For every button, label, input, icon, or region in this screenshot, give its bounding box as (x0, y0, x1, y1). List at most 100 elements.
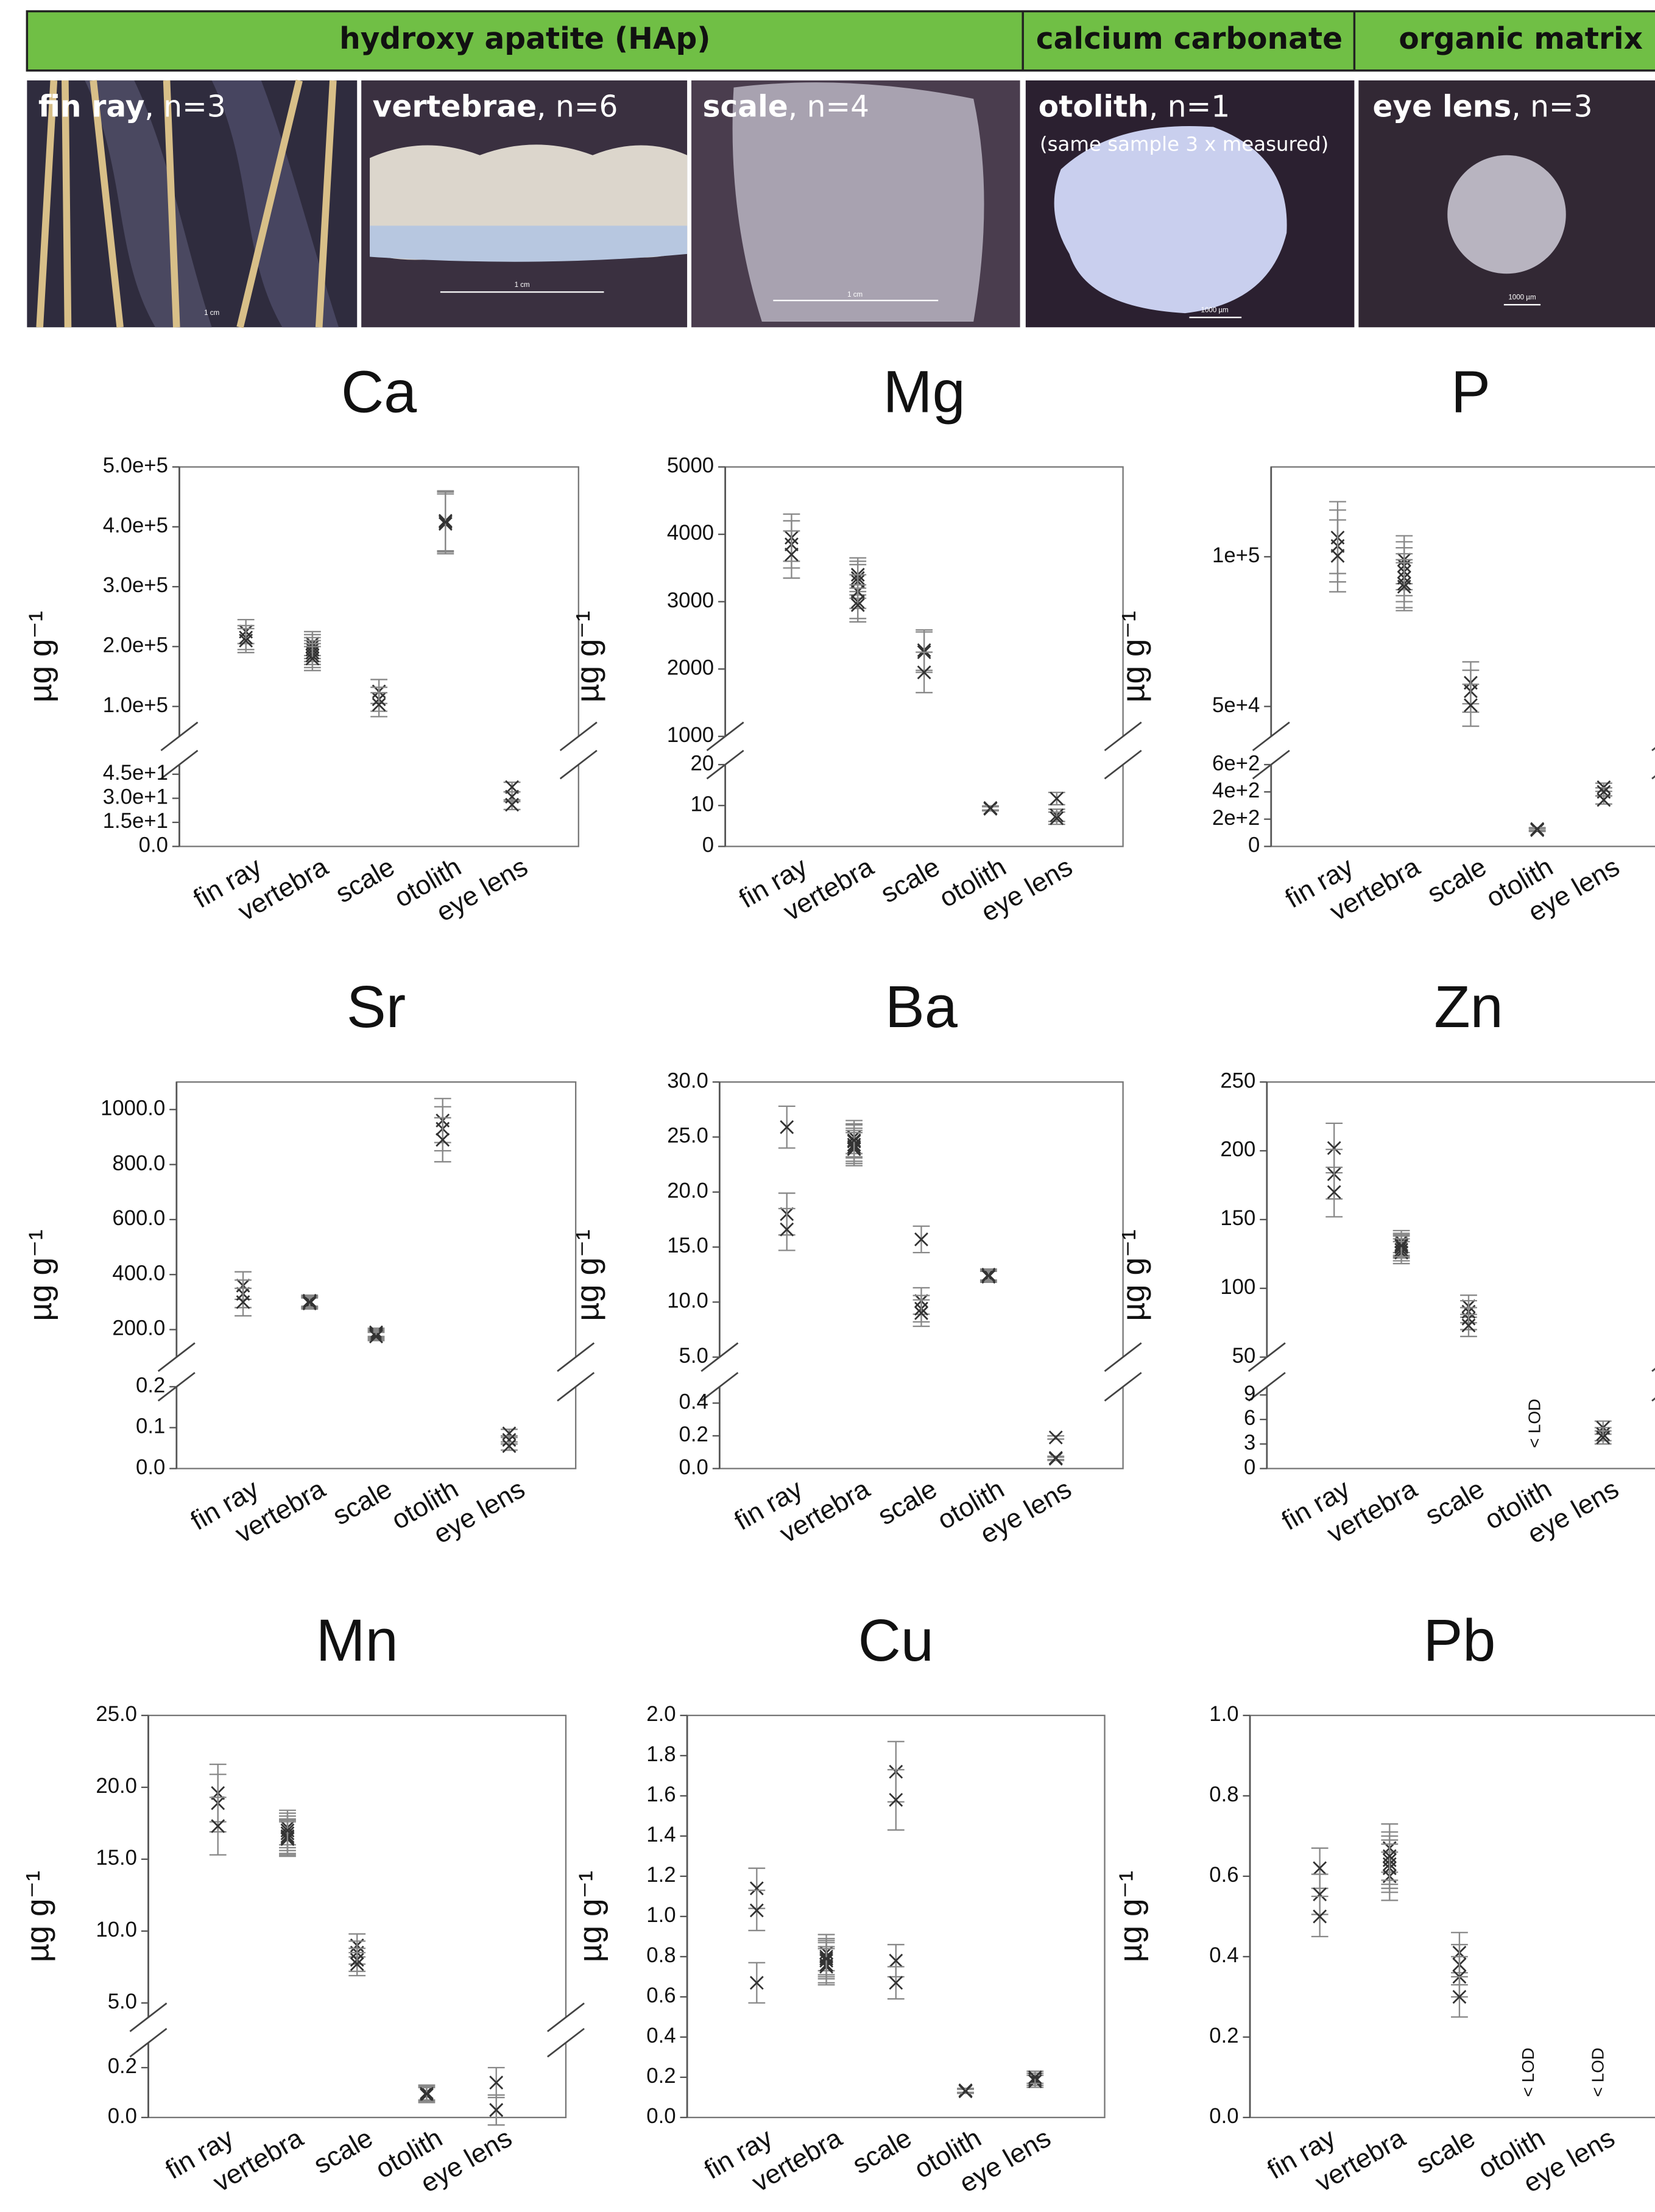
y-tick-label: 3.0e+1 (103, 786, 168, 809)
y-axis-label: µg g⁻¹ (1116, 1229, 1152, 1321)
y-tick-label: 200.0 (112, 1317, 165, 1340)
y-tick-label: 15.0 (667, 1234, 708, 1257)
panel-label: fin ray, n=3 (38, 90, 226, 124)
y-tick-label: 20.0 (96, 1775, 137, 1798)
y-tick-label: 1.4 (646, 1823, 676, 1846)
y-tick-label: 1.5e+1 (103, 810, 168, 833)
panel-name: otolith (1039, 90, 1149, 124)
y-tick-label: 10 (690, 793, 714, 816)
y-tick-label: 200 (1220, 1138, 1255, 1161)
y-tick-label: 0.0 (679, 1456, 708, 1479)
y-tick-label: 15.0 (96, 1846, 137, 1870)
axis-break-gap (715, 1357, 724, 1387)
y-tick-label: 800.0 (112, 1152, 165, 1175)
y-tick-label: 2.0e+5 (103, 634, 168, 657)
y-tick-label: 4.0e+5 (103, 514, 168, 537)
y-tick-label: 1e+5 (1212, 544, 1260, 567)
panel-label: eye lens, n=3 (1373, 90, 1593, 124)
lod-label: < LOD (1589, 2048, 1607, 2097)
axis-break-gap (172, 1357, 181, 1387)
y-axis-label: µg g⁻¹ (1116, 611, 1152, 703)
y-tick-label: 4.5e+1 (103, 761, 168, 785)
y-tick-label: 25.0 (96, 1703, 137, 1726)
y-tick-label: 3000 (667, 589, 714, 612)
y-tick-label: 4000 (667, 521, 714, 545)
y-tick-label: 0.2 (1209, 2024, 1238, 2048)
panel-count: , n=6 (537, 90, 618, 124)
y-tick-label: 5.0 (679, 1345, 708, 1368)
y-tick-label: 5e+4 (1212, 694, 1260, 717)
y-tick-label: 1.6 (646, 1783, 676, 1806)
y-axis-label: µg g⁻¹ (23, 611, 58, 703)
y-axis-label: µg g⁻¹ (19, 1871, 55, 1963)
y-tick-label: 2.0 (646, 1703, 676, 1726)
y-tick-label: 5000 (667, 454, 714, 478)
panel-name: eye lens (1373, 90, 1512, 124)
y-axis-label: µg g⁻¹ (570, 611, 605, 703)
y-tick-label: 5.0 (108, 1990, 137, 2013)
panel-name: scale (703, 90, 788, 124)
axis-break-gap (175, 737, 183, 765)
axis-break-gap (721, 737, 730, 765)
y-tick-label: 0.2 (108, 2055, 137, 2078)
chart-title: Ca (341, 358, 417, 425)
y-axis-label: µg g⁻¹ (23, 1229, 58, 1321)
y-tick-label: 250 (1220, 1069, 1255, 1092)
lod-label: < LOD (1525, 1399, 1544, 1448)
chart-title: Mg (883, 358, 965, 425)
chart-title: P (1451, 358, 1491, 425)
y-tick-label: 6 (1244, 1407, 1255, 1430)
y-tick-label: 0.1 (136, 1415, 165, 1438)
panel-label: scale, n=4 (703, 90, 870, 124)
y-tick-label: 0.8 (1209, 1783, 1238, 1806)
panel-name: fin ray (38, 90, 145, 124)
y-tick-label: 1.8 (646, 1743, 676, 1766)
y-tick-label: 3.0e+5 (103, 574, 168, 597)
y-tick-label: 1.0e+5 (103, 694, 168, 717)
figure: hydroxy apatite (HAp) calcium carbonate … (0, 0, 1655, 2212)
y-tick-label: 1.0 (646, 1904, 676, 1927)
photo-detail (370, 226, 687, 262)
y-tick-label: 0.0 (139, 834, 168, 857)
y-tick-label: 6e+2 (1212, 752, 1260, 775)
y-tick-label: 9 (1244, 1382, 1255, 1405)
axis-break-gap (1119, 1357, 1127, 1387)
chart-title: Mn (316, 1607, 398, 1673)
y-tick-label: 600.0 (112, 1207, 165, 1230)
y-tick-label: 0.0 (136, 1456, 165, 1479)
y-tick-label: 10.0 (96, 1918, 137, 1942)
y-tick-label: 25.0 (667, 1125, 708, 1148)
y-tick-label: 1.0 (1209, 1703, 1238, 1726)
group-label: hydroxy apatite (HAp) (339, 22, 710, 56)
scale-bar-label: 1 cm (204, 309, 219, 317)
y-tick-label: 2000 (667, 656, 714, 679)
y-tick-label: 0.4 (679, 1390, 708, 1413)
y-tick-label: 0.8 (646, 1944, 676, 1967)
panel-name: vertebrae (373, 90, 537, 124)
y-axis-label: µg g⁻¹ (573, 1871, 609, 1963)
scale-bar-label: 1 cm (515, 281, 530, 289)
axis-break-gap (1263, 1357, 1271, 1387)
panel-count: , n=3 (144, 90, 225, 124)
y-tick-label: 0.6 (1209, 1864, 1238, 1887)
y-tick-label: 2e+2 (1212, 807, 1260, 830)
chart-title: Zn (1434, 973, 1503, 1040)
y-tick-label: 0.0 (646, 2105, 676, 2128)
chart-title: Sr (347, 973, 406, 1040)
axis-break-gap (571, 1357, 580, 1387)
y-tick-label: 400.0 (112, 1262, 165, 1285)
chart-title: Cu (858, 1607, 934, 1673)
panel-label: otolith, n=1 (1039, 90, 1230, 124)
group-label: organic matrix (1399, 22, 1643, 56)
y-tick-label: 3 (1244, 1432, 1255, 1455)
panel-count: , n=3 (1511, 90, 1592, 124)
y-tick-label: 10.0 (667, 1290, 708, 1313)
photo-detail (1447, 155, 1566, 274)
y-tick-label: 4e+2 (1212, 779, 1260, 802)
axis-break-gap (1267, 737, 1276, 765)
lod-label: < LOD (1519, 2048, 1537, 2097)
y-tick-label: 5.0e+5 (103, 454, 168, 478)
scale-bar-label: 1000 µm (1508, 294, 1536, 302)
y-tick-label: 0.2 (136, 1374, 165, 1397)
axis-break-gap (562, 2017, 570, 2043)
